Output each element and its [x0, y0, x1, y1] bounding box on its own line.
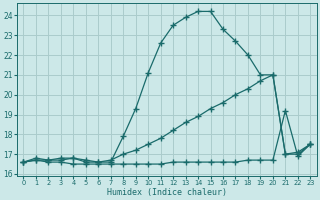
X-axis label: Humidex (Indice chaleur): Humidex (Indice chaleur): [107, 188, 227, 197]
